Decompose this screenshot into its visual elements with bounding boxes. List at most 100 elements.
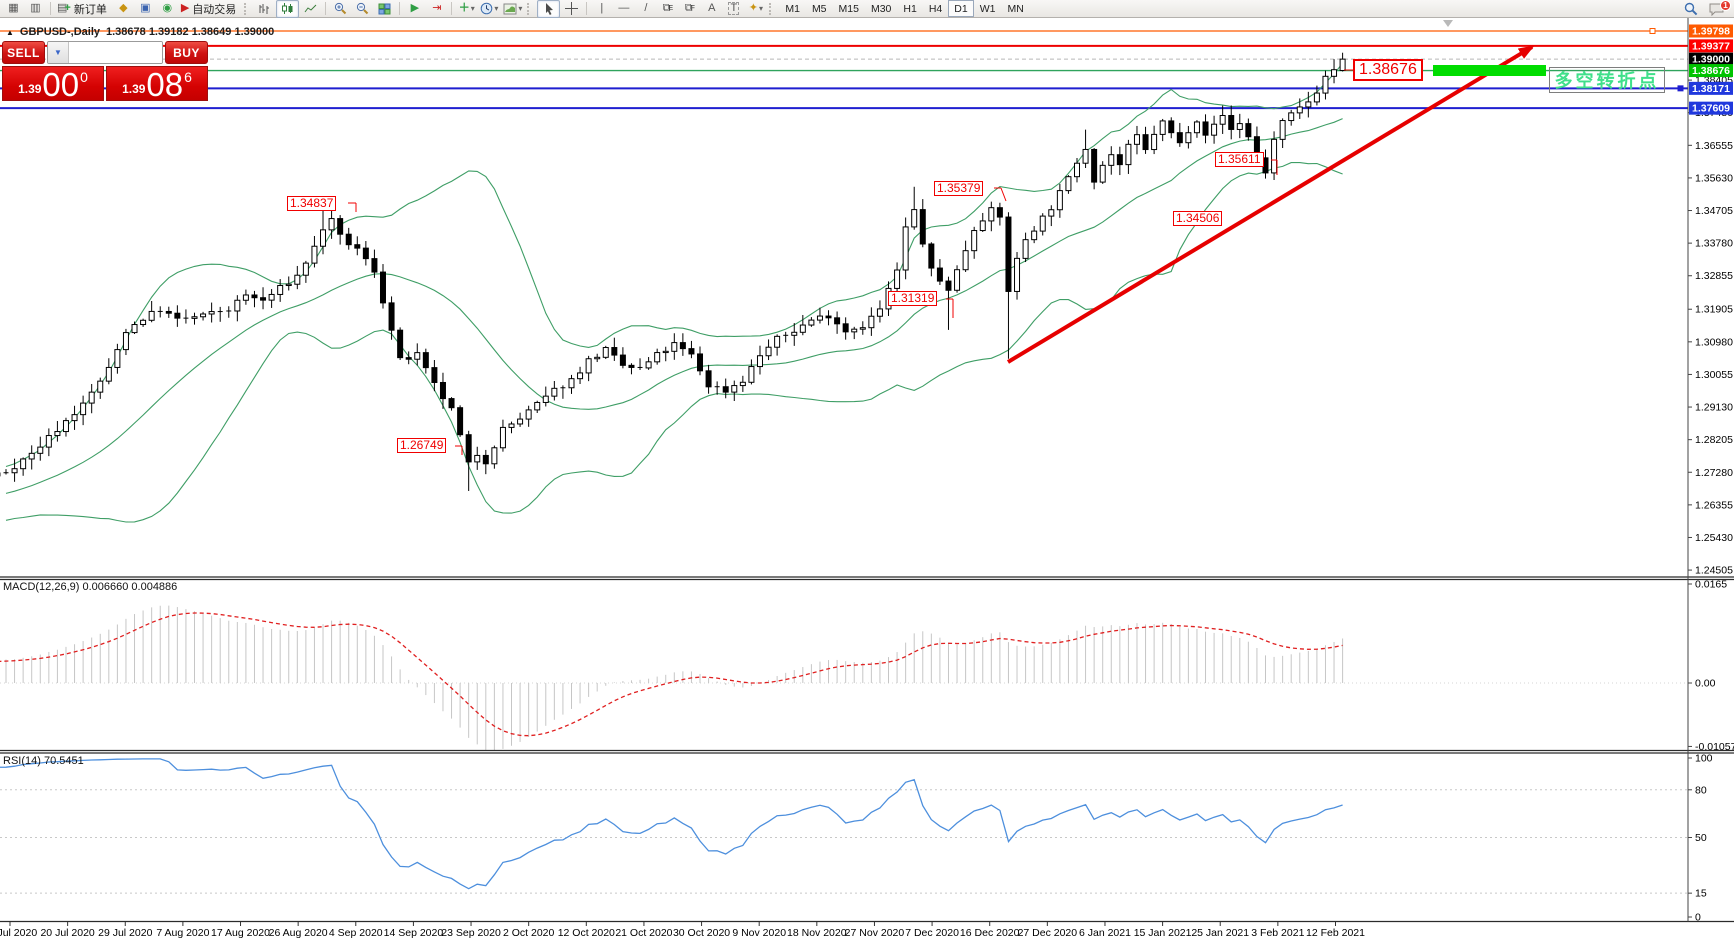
- main-toolbar: ▦ ▥ ▤ + 新订单 ◆ ▣ ◉ ▶ 自动交易 ▶ ⇥ ＋ ▾ ▾ ▾: [0, 0, 1734, 18]
- svg-text:1.27280: 1.27280: [1695, 467, 1733, 479]
- templates-dropdown-icon: ▾: [518, 4, 523, 13]
- vertical-line-tool-button[interactable]: |: [591, 1, 612, 17]
- price-annotation[interactable]: 1.35611: [1215, 152, 1264, 167]
- svg-text:1.39377: 1.39377: [1692, 40, 1730, 52]
- timeframe-button-MN[interactable]: MN: [1007, 2, 1024, 15]
- data-window-button[interactable]: ▥: [25, 1, 46, 17]
- fibonacci-tool-button[interactable]: ⧉ F: [684, 2, 695, 14]
- timeframe-button-M1[interactable]: M1: [785, 2, 800, 15]
- terminal-icon: ▣: [140, 2, 151, 14]
- channel-tool-button[interactable]: ⧉ E: [662, 2, 674, 14]
- zoom-out-button[interactable]: [352, 1, 373, 17]
- svg-text:1.39000: 1.39000: [1692, 54, 1730, 66]
- macd-label: MACD(12,26,9) 0.006660 0.004886: [3, 581, 178, 593]
- line-chart-button[interactable]: [300, 1, 321, 17]
- buy-button[interactable]: BUY: [165, 41, 208, 64]
- svg-text:7 Aug 2020: 7 Aug 2020: [156, 927, 209, 939]
- svg-text:15: 15: [1695, 888, 1707, 900]
- templates-button[interactable]: ▾: [501, 1, 524, 17]
- timeframe-button-W1[interactable]: W1: [979, 2, 996, 15]
- svg-text:0.00: 0.00: [1695, 678, 1716, 690]
- price-annotation[interactable]: 1.34837: [287, 196, 337, 211]
- volume-input[interactable]: [68, 42, 162, 63]
- zoom-in-icon: [335, 2, 347, 15]
- svg-text:80: 80: [1695, 784, 1707, 796]
- tile-windows-button[interactable]: [374, 1, 395, 17]
- horizontal-line-tool-button[interactable]: —: [613, 1, 634, 17]
- sell-button[interactable]: SELL: [2, 41, 45, 64]
- sell-price-panel[interactable]: 1.39 00 0: [2, 66, 104, 101]
- chart-shift-button[interactable]: ⇥: [426, 1, 447, 17]
- candlestick-chart-button[interactable]: [276, 0, 300, 18]
- one-click-trading-widget: SELL ▼ ▲ BUY 1.39 00 0 1.39 08 6: [2, 41, 208, 101]
- svg-text:2 Oct 2020: 2 Oct 2020: [503, 927, 555, 939]
- price-annotation[interactable]: 1.26749: [397, 438, 447, 453]
- depth-of-market-button[interactable]: ◆: [113, 1, 134, 17]
- shapes-tool-button[interactable]: ✦ ▾: [745, 1, 766, 17]
- trendline-tool-button[interactable]: /: [635, 1, 656, 17]
- search-button[interactable]: [1680, 1, 1701, 17]
- buy-price-panel[interactable]: 1.39 08 6: [106, 66, 208, 101]
- svg-text:4 Sep 2020: 4 Sep 2020: [329, 927, 383, 939]
- chart-header: ▲ GBPUSD-,Daily 1.38678 1.39182 1.38649 …: [6, 26, 274, 38]
- zoom-in-button[interactable]: [330, 1, 351, 17]
- line-handle[interactable]: [1677, 85, 1684, 92]
- cursor-tool-button[interactable]: [537, 0, 561, 18]
- note-text-box[interactable]: 多空转折点: [1549, 67, 1665, 93]
- svg-text:9 Nov 2020: 9 Nov 2020: [732, 927, 786, 939]
- svg-text:1.30980: 1.30980: [1695, 336, 1733, 348]
- text-tool-button[interactable]: A: [701, 1, 722, 17]
- sell-price-sup: 0: [80, 69, 88, 85]
- price-annotation[interactable]: 1.34506: [1173, 211, 1223, 226]
- text-tool-icon: A: [708, 2, 716, 14]
- candlestick-chart-icon: [282, 2, 293, 14]
- price-badge: [1689, 24, 1733, 38]
- autotrade-icon: ▶: [180, 2, 190, 14]
- svg-text:1.26355: 1.26355: [1695, 499, 1733, 511]
- label-tool-button[interactable]: T: [723, 1, 744, 17]
- price-annotation[interactable]: 1.35379: [934, 181, 984, 196]
- signals-button[interactable]: ◉: [157, 1, 178, 17]
- autoscroll-button[interactable]: ▶: [404, 1, 425, 17]
- crosshair-tool-button[interactable]: [561, 1, 582, 17]
- shapes-dropdown-icon: ▾: [758, 4, 763, 13]
- bar-chart-button[interactable]: [254, 1, 275, 17]
- templates-icon: [503, 3, 517, 14]
- timeframe-button-M30[interactable]: M30: [870, 2, 892, 15]
- autotrade-button[interactable]: ▶ 自动交易: [179, 1, 241, 17]
- svg-text:17 Aug 2020: 17 Aug 2020: [211, 927, 270, 939]
- terminal-button[interactable]: ▣: [135, 1, 156, 17]
- trend-arrow-line[interactable]: [1006, 45, 1535, 364]
- data-window-icon: ▥: [30, 2, 41, 14]
- resistance-green-bar[interactable]: [1433, 65, 1546, 76]
- timeframe-button-H1[interactable]: H1: [903, 2, 917, 15]
- line-handle[interactable]: [1649, 28, 1656, 34]
- timeframe-button-M5[interactable]: M5: [811, 2, 827, 15]
- rsi-label: RSI(14) 70.5451: [3, 755, 84, 767]
- chat-button[interactable]: 1: [1705, 0, 1731, 17]
- main-price-panel[interactable]: [0, 20, 1688, 523]
- market-watch-button[interactable]: ▦: [3, 1, 24, 17]
- zoom-out-icon: [357, 2, 369, 15]
- timeframe-button-H4[interactable]: H4: [928, 2, 943, 15]
- svg-text:1.35630: 1.35630: [1695, 172, 1733, 184]
- timeframe-button-M15[interactable]: M15: [838, 2, 859, 15]
- sell-price-small: 1.39: [18, 82, 42, 96]
- indicators-button[interactable]: ＋ ▾: [456, 1, 477, 17]
- price-annotation[interactable]: 1.31319: [888, 291, 938, 306]
- svg-text:7 Dec 2020: 7 Dec 2020: [905, 927, 959, 939]
- timeframe-button-D1[interactable]: D1: [948, 0, 974, 17]
- rsi-panel: [0, 758, 1688, 894]
- price-annotation[interactable]: 1.38676: [1353, 59, 1423, 81]
- volume-down-button[interactable]: ▼: [48, 42, 69, 63]
- horizontal-line-icon: —: [618, 2, 630, 14]
- new-order-button[interactable]: ▤ + 新订单: [55, 1, 112, 17]
- periods-button[interactable]: ▾: [478, 1, 500, 17]
- signals-icon: ◉: [162, 2, 173, 14]
- volume-stepper: ▼ ▲: [47, 41, 163, 64]
- trendline-icon: /: [644, 2, 648, 14]
- buy-price-big: 08: [146, 65, 184, 103]
- price-scale[interactable]: 1.384051.374801.365551.356301.347051.337…: [1688, 24, 1734, 924]
